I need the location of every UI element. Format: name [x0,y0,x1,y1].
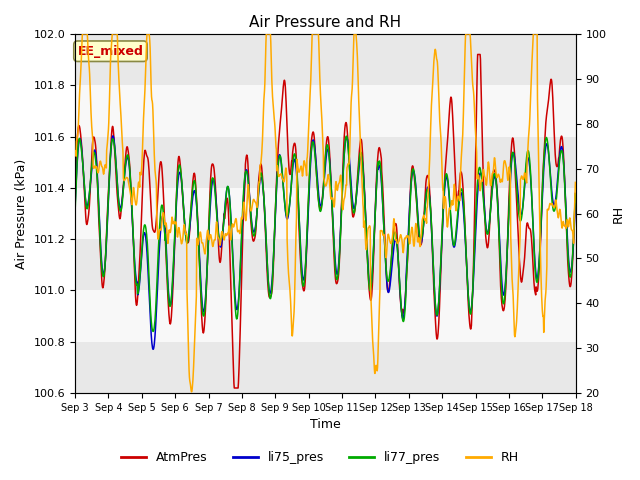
Title: Air Pressure and RH: Air Pressure and RH [250,15,401,30]
Bar [75,290,576,342]
Y-axis label: RH: RH [612,204,625,223]
Legend: AtmPres, li75_pres, li77_pres, RH: AtmPres, li75_pres, li77_pres, RH [116,446,524,469]
Text: EE_mixed: EE_mixed [77,45,143,58]
Bar [75,34,576,85]
Bar [75,188,576,239]
Bar [75,342,576,393]
Y-axis label: Air Pressure (kPa): Air Pressure (kPa) [15,158,28,269]
Bar [75,85,576,137]
X-axis label: Time: Time [310,419,340,432]
Bar [75,239,576,290]
Bar [75,137,576,188]
